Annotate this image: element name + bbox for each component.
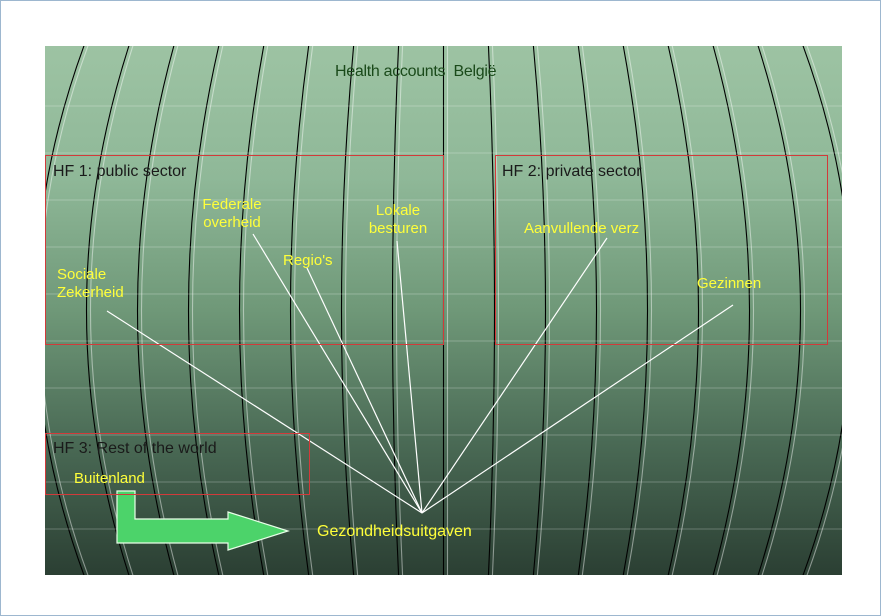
line-gezinnen [421, 304, 734, 514]
node-gezondheidsuitgaven: Gezondheidsuitgaven [317, 523, 472, 540]
box-hf3-label: HF 3: Rest of the world [53, 440, 217, 457]
background-curve-highlight [716, 46, 754, 575]
node-regios: Regio's [283, 252, 333, 269]
slide-canvas: Health accounts België HF 1: public sect… [45, 46, 842, 575]
background-curve [532, 46, 547, 575]
node-buitenland: Buitenland [74, 470, 145, 487]
background-curve [757, 46, 801, 575]
background-curve [188, 46, 220, 575]
node-sociale-zekerheid: Sociale Zekerheid [57, 266, 124, 301]
node-aanvullende-verz: Aanvullende verz [524, 220, 640, 237]
background-curve [622, 46, 649, 575]
background-curve-highlight [395, 46, 404, 575]
line-aanvullende [421, 237, 608, 514]
node-federale-overheid: Federale overheid [202, 196, 262, 231]
box-hf1-label: HF 1: public sector [53, 163, 187, 180]
background-curve-highlight [242, 46, 269, 575]
background-curve-highlight [491, 46, 500, 575]
box-hf3-rest-of-world [45, 433, 310, 495]
background-curve [487, 46, 496, 575]
box-hf2-private-sector [495, 155, 828, 345]
background-curve [712, 46, 750, 575]
slide-title: Health accounts België [335, 63, 497, 80]
background-curve [86, 46, 130, 575]
background-curve-highlight [90, 46, 134, 575]
background-curve [340, 46, 355, 575]
background-curve-highlight [192, 46, 224, 575]
background-curve [238, 46, 265, 575]
background-curve [577, 46, 598, 575]
background-curve [802, 46, 842, 575]
background-curve-highlight [761, 46, 805, 575]
node-lokale-besturen: Lokale besturen [368, 202, 428, 237]
background-curve-highlight [581, 46, 602, 575]
background-curve-highlight [671, 46, 703, 575]
line-lokale [396, 240, 423, 514]
line-federale [252, 233, 423, 514]
green-arrow [116, 490, 290, 551]
background-curve-highlight [806, 46, 842, 575]
background-curve-highlight [626, 46, 653, 575]
background-curve [289, 46, 310, 575]
background-curve [45, 46, 85, 575]
background-curve [667, 46, 699, 575]
line-regios [306, 267, 423, 514]
background-curve-highlight [536, 46, 551, 575]
background-curve [391, 46, 400, 575]
node-gezinnen: Gezinnen [697, 275, 762, 292]
connector-lines [106, 233, 734, 551]
background-curve-highlight [141, 46, 179, 575]
box-hf2-label: HF 2: private sector [502, 163, 642, 180]
background-curve-highlight [344, 46, 359, 575]
box-hf1-public-sector [45, 155, 444, 345]
background-curve-highlight [45, 46, 89, 575]
background-curve [137, 46, 175, 575]
background-curve-highlight [293, 46, 314, 575]
background-curves [45, 46, 842, 575]
